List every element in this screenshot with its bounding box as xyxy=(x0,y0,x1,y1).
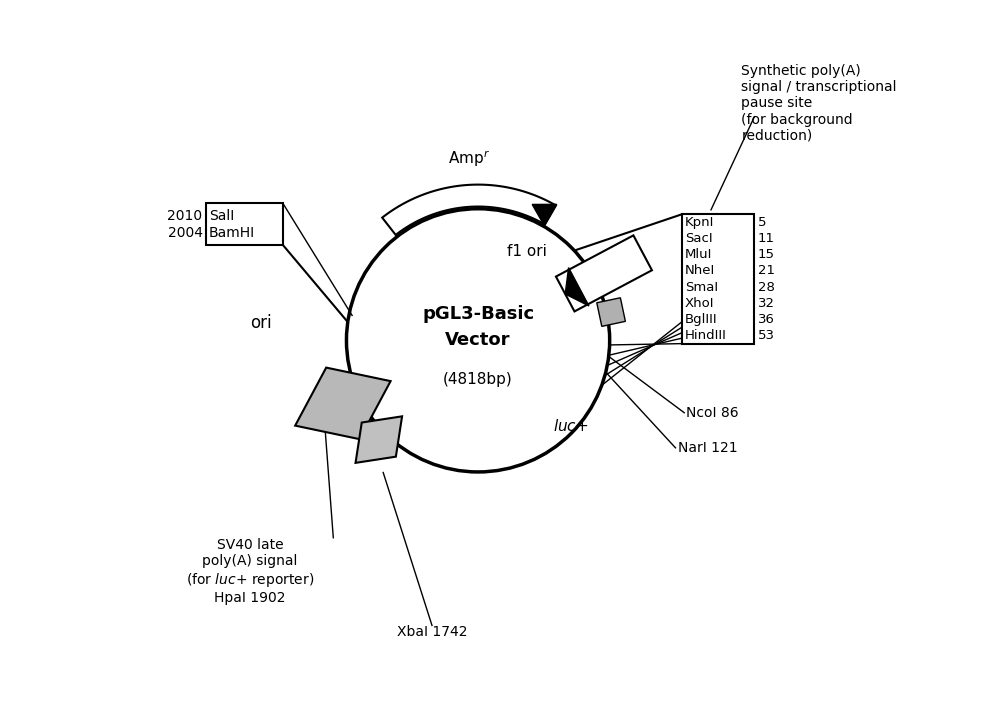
Text: BglIII: BglIII xyxy=(685,313,717,326)
Text: 2010: 2010 xyxy=(167,209,203,223)
Text: 5: 5 xyxy=(758,216,766,229)
Text: Vector: Vector xyxy=(445,332,511,349)
Polygon shape xyxy=(295,368,391,439)
Text: 15: 15 xyxy=(758,248,775,261)
Text: $luc$+: $luc$+ xyxy=(553,418,588,434)
Text: ori: ori xyxy=(250,314,272,332)
Bar xyxy=(682,214,754,344)
Text: SmaI: SmaI xyxy=(685,281,718,293)
Text: 28: 28 xyxy=(758,281,775,293)
Text: pGL3-Basic: pGL3-Basic xyxy=(422,305,534,323)
Text: SV40 late
poly(A) signal
(for $luc$+ reporter)
HpaI 1902: SV40 late poly(A) signal (for $luc$+ rep… xyxy=(186,538,314,604)
Text: Synthetic poly(A)
signal / transcriptional
pause site
(for background
reduction): Synthetic poly(A) signal / transcription… xyxy=(741,64,897,143)
Polygon shape xyxy=(565,268,589,306)
Text: KpnI: KpnI xyxy=(685,216,714,229)
Polygon shape xyxy=(356,416,402,463)
Text: BamHI: BamHI xyxy=(209,226,255,240)
Polygon shape xyxy=(532,204,557,226)
Text: MluI: MluI xyxy=(685,248,712,261)
Text: 53: 53 xyxy=(758,329,775,342)
Text: SacI: SacI xyxy=(685,232,712,245)
Text: 36: 36 xyxy=(758,313,775,326)
Text: SalI: SalI xyxy=(209,209,234,223)
Text: NheI: NheI xyxy=(685,264,715,277)
Text: Amp$^r$: Amp$^r$ xyxy=(448,149,490,169)
Text: (4818bp): (4818bp) xyxy=(443,373,513,387)
Text: XbaI 1742: XbaI 1742 xyxy=(397,626,467,639)
Bar xyxy=(206,203,283,245)
Text: 32: 32 xyxy=(758,297,775,310)
Text: NarI 121: NarI 121 xyxy=(678,441,737,455)
Text: XhoI: XhoI xyxy=(685,297,714,310)
Polygon shape xyxy=(556,235,652,311)
Text: 21: 21 xyxy=(758,264,775,277)
Text: 2004: 2004 xyxy=(168,226,203,240)
Text: 11: 11 xyxy=(758,232,775,245)
Polygon shape xyxy=(380,428,395,443)
Polygon shape xyxy=(382,185,556,235)
Polygon shape xyxy=(597,298,625,327)
Text: f1 ori: f1 ori xyxy=(507,244,547,259)
Text: NcoI 86: NcoI 86 xyxy=(686,406,739,420)
Text: HindIII: HindIII xyxy=(685,329,727,342)
